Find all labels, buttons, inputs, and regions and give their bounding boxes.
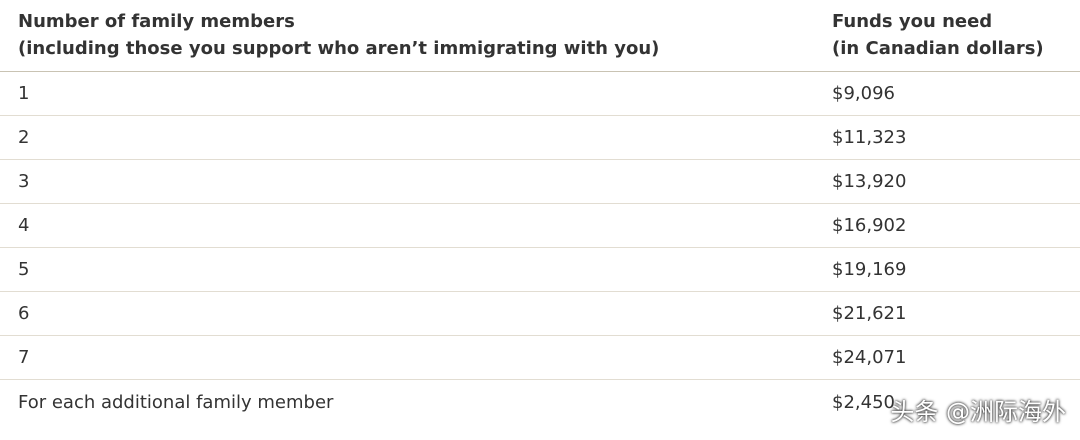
table: Number of family members (including those…	[0, 0, 1080, 424]
header-line: (including those you support who aren’t …	[18, 38, 660, 59]
table-cell: For each additional family member	[18, 391, 334, 413]
table-row: 4 $16,902	[0, 204, 1080, 248]
table-cell: 5	[18, 259, 30, 280]
table-row: 1 $9,096	[0, 72, 1080, 116]
table-cell: $21,621	[832, 303, 907, 324]
table-row: 2 $11,323	[0, 116, 1080, 160]
table-cell: 3	[18, 171, 30, 192]
table-row: 6 $21,621	[0, 292, 1080, 336]
table-row: 3 $13,920	[0, 160, 1080, 204]
table-cell: $9,096	[832, 83, 895, 104]
table-row: 5 $19,169	[0, 248, 1080, 292]
watermark: 头条 @洲际海外	[890, 398, 1066, 426]
table-row: 7 $24,071	[0, 336, 1080, 380]
header-cell: Funds you need (in Canadian dollars)	[832, 0, 1080, 71]
table-cell: $24,071	[832, 347, 907, 368]
table-header: Number of family members (including those…	[0, 0, 1080, 72]
table-cell: $16,902	[832, 215, 907, 236]
table-cell: $2,450	[832, 391, 895, 413]
table-cell: 4	[18, 215, 30, 236]
table-cell: $13,920	[832, 171, 907, 192]
table-cell: $11,323	[832, 127, 907, 148]
table-row: For each additional family member $2,450	[0, 380, 1080, 424]
table-cell: 1	[18, 83, 30, 104]
table-cell: 7	[18, 347, 30, 368]
header-line: Number of family members	[18, 11, 295, 32]
header-line: Funds you need	[832, 11, 993, 32]
header-cell: Number of family members (including those…	[0, 0, 832, 71]
table-cell: 6	[18, 303, 30, 324]
table-cell: 2	[18, 127, 30, 148]
table-cell: $19,169	[832, 259, 907, 280]
header-line: (in Canadian dollars)	[832, 38, 1044, 59]
